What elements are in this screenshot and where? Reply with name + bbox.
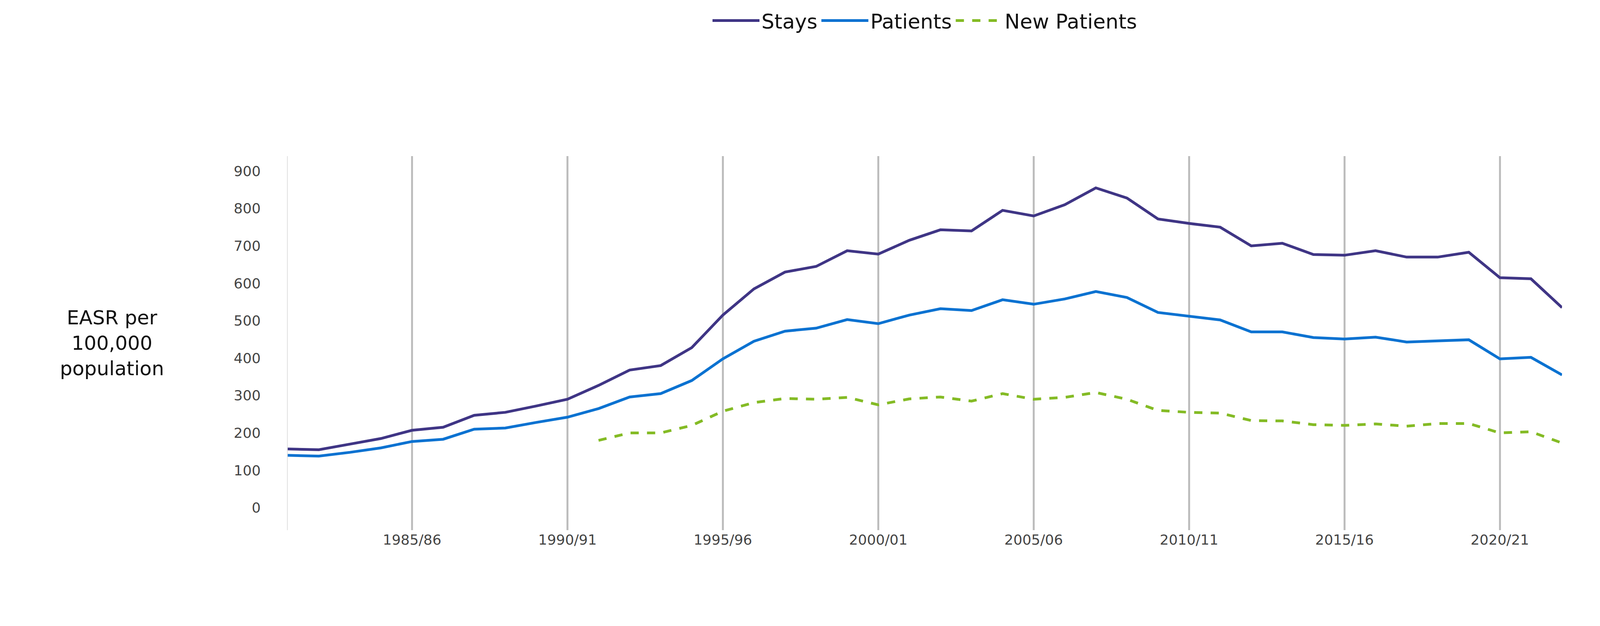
svg-text:0: 0 <box>251 499 261 516</box>
svg-text:1995/96: 1995/96 <box>693 532 753 549</box>
svg-text:2020/21: 2020/21 <box>1470 532 1530 549</box>
svg-text:300: 300 <box>233 387 261 404</box>
svg-text:800: 800 <box>233 200 261 217</box>
svg-text:2015/16: 2015/16 <box>1314 532 1374 549</box>
svg-text:500: 500 <box>233 312 261 329</box>
svg-text:700: 700 <box>233 238 261 255</box>
svg-text:1990/91: 1990/91 <box>538 532 598 549</box>
svg-text:2005/06: 2005/06 <box>1004 532 1064 549</box>
svg-text:Stays: Stays <box>761 9 818 34</box>
svg-text:100: 100 <box>233 462 261 479</box>
svg-text:900: 900 <box>233 163 261 180</box>
svg-text:200: 200 <box>233 425 261 442</box>
svg-text:2000/01: 2000/01 <box>849 532 908 549</box>
svg-text:EASR per100,000population: EASR per100,000population <box>59 306 165 381</box>
svg-text:New Patients: New Patients <box>1004 9 1137 34</box>
svg-text:1985/86: 1985/86 <box>382 532 442 549</box>
svg-text:600: 600 <box>233 275 261 292</box>
svg-text:400: 400 <box>233 350 261 367</box>
svg-text:2010/11: 2010/11 <box>1159 532 1219 549</box>
svg-text:Patients: Patients <box>870 9 952 34</box>
